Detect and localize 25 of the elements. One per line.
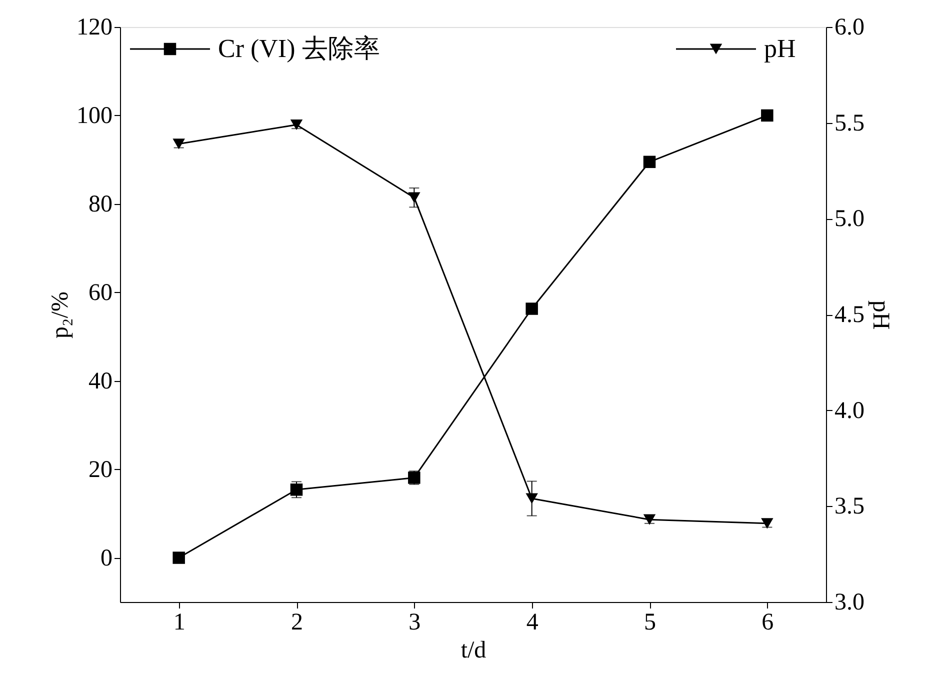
y2-tick-label: 5.0 (834, 206, 864, 232)
y-tick-label: 100 (76, 102, 112, 129)
y-tick-label: 80 (88, 191, 112, 218)
x-tick-label: 4 (526, 610, 538, 636)
y-tick-label: 20 (88, 456, 112, 483)
legend-label: pH (764, 34, 796, 63)
y2-axis-title: pH (868, 300, 894, 330)
x-tick-label: 2 (291, 610, 303, 636)
y2-tick-label: 3.5 (834, 494, 864, 520)
x-tick-label: 1 (173, 610, 186, 636)
x-tick-label: 5 (644, 610, 656, 636)
y2-tick-label: 5.5 (834, 110, 864, 136)
x-tick-label: 6 (762, 610, 774, 636)
y2-tick-label: 4.5 (834, 302, 864, 328)
y-tick-label: 40 (88, 368, 112, 394)
y2-tick-label: 6.0 (834, 14, 864, 40)
y-tick-label: 60 (88, 280, 112, 306)
x-axis-title: t/d (460, 638, 486, 664)
y-tick-label: 0 (100, 545, 112, 572)
y-axis-title: p₂/% (48, 291, 74, 339)
y2-tick-label: 3.0 (834, 590, 864, 616)
y-tick-label: 120 (76, 14, 112, 40)
y2-tick-label: 4.0 (834, 398, 864, 424)
legend-label: Cr (VI) 去除率 (218, 34, 380, 63)
x-tick-label: 3 (408, 610, 421, 636)
